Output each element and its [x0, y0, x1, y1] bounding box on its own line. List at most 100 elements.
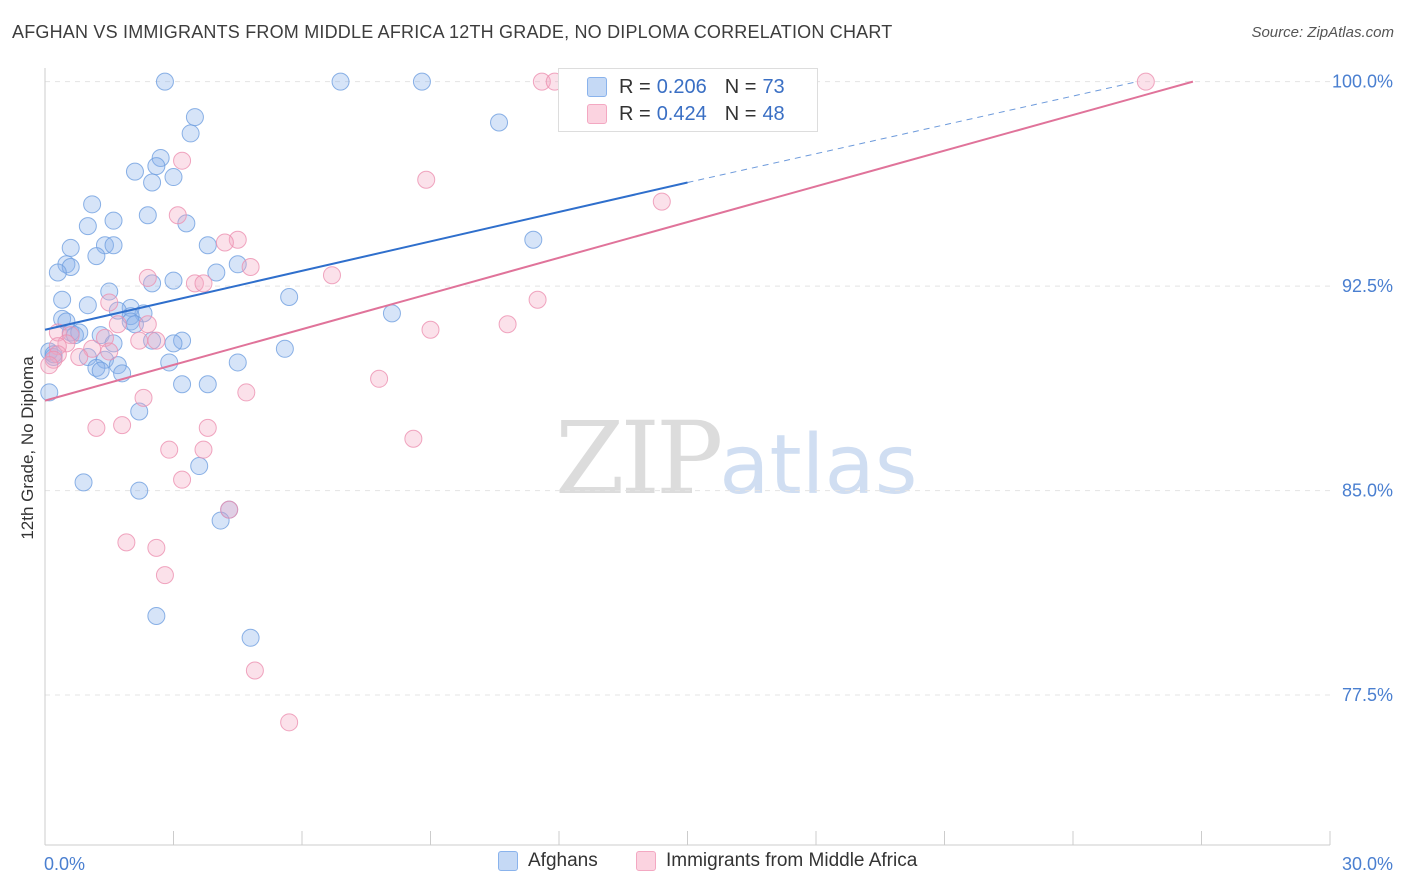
africa-point: [147, 331, 166, 350]
africa-point: [83, 339, 102, 358]
africa-point: [237, 383, 256, 402]
africa-point: [173, 151, 192, 170]
afghan-point: [382, 304, 401, 323]
y-tick-label: 85.0%: [1342, 481, 1393, 501]
africa-point: [168, 206, 187, 225]
afghan-point: [412, 72, 431, 91]
source-label: Source: ZipAtlas.com: [1251, 24, 1394, 41]
afghan-point: [138, 206, 157, 225]
africa-point: [117, 533, 136, 552]
legend-r-label: R =: [619, 102, 651, 125]
x-tick-label: 0.0%: [44, 854, 85, 874]
afghan-point: [83, 195, 102, 214]
africa-point: [421, 320, 440, 339]
africa-point: [417, 170, 436, 189]
afghan-point: [61, 238, 80, 257]
x-tick-label: 30.0%: [1342, 854, 1393, 874]
bottom-legend-afghans: Afghans: [498, 850, 598, 872]
afghan-point: [104, 334, 123, 353]
africa-point: [198, 418, 217, 437]
afghan-point: [490, 113, 509, 132]
africa-point: [100, 342, 119, 361]
africa-point: [130, 331, 149, 350]
africa-point: [108, 315, 127, 334]
afghan-point: [104, 236, 123, 255]
afghan-point: [104, 211, 123, 230]
afghan-point: [130, 402, 149, 421]
afghan-point: [78, 296, 97, 315]
africa-trend-line: [44, 80, 1194, 402]
y-tick-label: 77.5%: [1342, 685, 1393, 705]
africa-point: [160, 440, 179, 459]
stats-legend: R = 0.206 N = 73 R = 0.424 N = 48: [558, 68, 818, 132]
afghan-point: [185, 108, 204, 127]
africa-point: [173, 470, 192, 489]
bottom-legend-label-africa: Immigrants from Middle Africa: [666, 850, 918, 871]
africa-point: [113, 416, 132, 435]
africa-point: [100, 293, 119, 312]
africa-point: [87, 418, 106, 437]
afghan-point: [53, 290, 72, 309]
afghan-point: [100, 282, 119, 301]
afghan-point: [143, 173, 162, 192]
africa-point: [194, 274, 213, 293]
afghan-point: [147, 157, 166, 176]
afghan-point: [108, 356, 127, 375]
africa-point: [134, 388, 153, 407]
legend-row-afghans: R = 0.206 N = 73: [587, 74, 785, 100]
legend-row-africa: R = 0.424 N = 48: [587, 101, 785, 127]
africa-point: [147, 538, 166, 557]
bottom-legend-swatch-africa: [636, 851, 656, 871]
africa-point: [220, 500, 239, 519]
africa-point: [70, 347, 89, 366]
afghan-point: [44, 345, 63, 364]
afghan-point: [198, 375, 217, 394]
afghan-point: [74, 473, 93, 492]
africa-point: [40, 356, 59, 375]
bottom-legend-swatch-afghans: [498, 851, 518, 871]
watermark-zip: ZIP: [555, 400, 723, 517]
afghan-point: [331, 72, 350, 91]
afghan-point: [125, 162, 144, 181]
afghan-point: [164, 168, 183, 187]
y-axis-label: 12th Grade, No Diploma: [18, 356, 37, 540]
y-tick-label: 92.5%: [1342, 276, 1393, 296]
africa-point: [95, 328, 114, 347]
bottom-legend-label-afghans: Afghans: [528, 850, 598, 871]
africa-point: [404, 429, 423, 448]
afghan-point: [48, 263, 67, 282]
afghan-point: [173, 375, 192, 394]
africa-point: [138, 268, 157, 287]
afghan-point: [130, 481, 149, 500]
africa-point: [1136, 72, 1155, 91]
africa-point: [194, 440, 213, 459]
legend-r-value-afghans: 0.206: [656, 75, 707, 98]
afghan-point: [91, 361, 110, 380]
legend-r-value-africa: 0.424: [656, 102, 707, 125]
legend-r-label: R =: [619, 75, 651, 98]
africa-point: [528, 290, 547, 309]
afghan-point: [524, 230, 543, 249]
africa-point: [652, 192, 671, 211]
afghans-trend-line: [44, 181, 688, 331]
afghan-point: [164, 271, 183, 290]
africa-point: [498, 315, 517, 334]
afghan-point: [164, 334, 183, 353]
afghan-point: [155, 72, 174, 91]
legend-n-value-afghans: 73: [762, 75, 785, 98]
legend-swatch-afghans: [587, 77, 607, 97]
afghan-point: [87, 247, 106, 266]
africa-point: [370, 369, 389, 388]
afghan-point: [228, 353, 247, 372]
africa-point: [241, 258, 260, 277]
africa-point: [138, 315, 157, 334]
afghan-point: [78, 217, 97, 236]
africa-point: [322, 266, 341, 285]
legend-n-value-africa: 48: [762, 102, 785, 125]
chart-title: AFGHAN VS IMMIGRANTS FROM MIDDLE AFRICA …: [12, 22, 893, 42]
legend-n-label: N =: [724, 75, 757, 98]
y-tick-label: 100.0%: [1332, 72, 1393, 92]
afghan-point: [207, 263, 226, 282]
africa-point: [280, 713, 299, 732]
